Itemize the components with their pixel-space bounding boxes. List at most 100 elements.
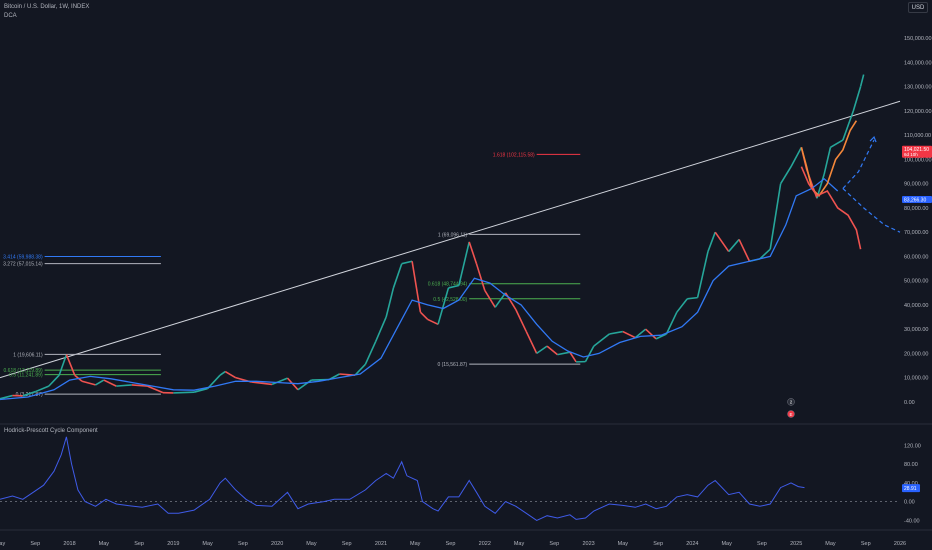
fib-level-label: 3.272 (57,015.14) (3, 262, 43, 268)
price-segment (728, 238, 740, 253)
x-tick-label: Sep (134, 541, 144, 547)
cycle-value-label: 28.91 (904, 486, 917, 492)
projection-up-line (800, 120, 858, 198)
fib-level-label: 0 (15,561.87) (437, 362, 467, 368)
x-tick-label: 2024 (686, 541, 698, 547)
x-tick-label: Sep (446, 541, 456, 547)
price-segment (714, 231, 730, 253)
price-segment (437, 287, 450, 325)
price-segment (852, 86, 862, 112)
price-segment (364, 340, 377, 365)
price-segment (48, 374, 60, 387)
price-segment (375, 316, 387, 342)
x-tick-label: 2019 (167, 541, 179, 547)
price-segment (622, 330, 636, 339)
price-segment (427, 318, 439, 326)
price-badge (902, 196, 932, 204)
price-segment (655, 333, 667, 340)
price-segment (790, 146, 803, 168)
price-segment (392, 263, 403, 289)
fib-level-label: 0.618 (48,744.94) (428, 282, 468, 288)
price-segment (759, 248, 771, 260)
currency-button[interactable]: USD (908, 2, 928, 13)
dashed-projection-up (842, 139, 875, 189)
price-segment (634, 328, 647, 339)
price-segment (696, 251, 709, 298)
x-tick-label: Sep (861, 541, 871, 547)
x-tick-label: 2022 (479, 541, 491, 547)
sub-y-tick-label: 0.00 (904, 500, 915, 506)
y-tick-label: 30,000.00 (904, 327, 928, 333)
y-tick-label: 90,000.00 (904, 182, 928, 188)
price-segment (830, 139, 844, 149)
price-segment (58, 354, 68, 376)
price-segment (354, 363, 366, 376)
projection-arrowhead (869, 135, 877, 143)
price-segment (707, 231, 716, 252)
chart-header: Bitcoin / U.S. Dollar, 1W, INDEX DCA (4, 3, 89, 21)
price-segment (401, 260, 413, 265)
y-tick-label: 70,000.00 (904, 230, 928, 236)
x-tick-label: 2023 (582, 541, 594, 547)
y-tick-label: 150,000.00 (904, 36, 932, 42)
event-marker-label: 2 (790, 400, 793, 405)
price-segment (676, 298, 688, 313)
price-segment (525, 331, 538, 354)
sub-y-tick-label: 80.00 (904, 462, 918, 468)
x-tick-label: 2025 (790, 541, 802, 547)
price-badge-sublabel: 6d 10h (904, 152, 918, 157)
price-segment (95, 379, 105, 386)
subchart-title: Hodrick-Prescott Cycle Component (4, 428, 98, 434)
x-tick-label: May (825, 541, 836, 547)
price-segment (116, 384, 132, 387)
price-segment (842, 110, 855, 141)
price-segment (173, 391, 195, 394)
price-segment (411, 261, 422, 313)
fib-level-label: 0.618 (13,119.89) (4, 368, 43, 374)
price-segment (494, 292, 507, 308)
y-tick-label: 60,000.00 (904, 254, 928, 260)
price-segment (536, 345, 548, 355)
price-segment (515, 309, 528, 332)
sub-y-tick-label: -40.00 (904, 518, 920, 524)
x-tick-label: May (721, 541, 732, 547)
y-tick-label: 100,000.00 (904, 157, 932, 163)
x-tick-label: May (0, 541, 5, 547)
price-segment (65, 354, 76, 376)
indicator-label[interactable]: DCA (4, 13, 17, 19)
price-segment (193, 387, 208, 393)
price-segment (251, 381, 273, 386)
price-segment (738, 239, 751, 262)
price-segment (207, 374, 221, 390)
sub-y-tick-label: 40.00 (904, 481, 918, 487)
price-segment (484, 289, 496, 308)
event-marker-label: E (789, 412, 792, 417)
price-segment (569, 351, 577, 363)
price-segment (22, 390, 36, 397)
x-tick-label: May (514, 541, 525, 547)
price-segment (687, 296, 698, 300)
x-tick-label: Sep (238, 541, 248, 547)
price-segment (468, 241, 478, 264)
x-tick-label: Sep (342, 541, 352, 547)
price-segment (224, 370, 237, 379)
price-segment (448, 284, 460, 289)
symbol-title[interactable]: Bitcoin / U.S. Dollar, 1W, INDEX (4, 4, 90, 10)
price-segment (219, 370, 226, 376)
fib-level-label: 0 (3,217.87) (16, 392, 43, 398)
x-tick-label: Sep (30, 541, 40, 547)
price-segment (665, 311, 678, 335)
price-segment (823, 147, 832, 175)
price-segment (475, 263, 486, 291)
dashed-projection-down (842, 188, 901, 233)
y-tick-label: 140,000.00 (904, 60, 932, 66)
price-segment (34, 385, 50, 393)
price-segment (81, 380, 96, 386)
price-segment (271, 377, 288, 386)
event-marker (787, 398, 795, 406)
price-segment (0, 394, 13, 400)
price-segment (385, 287, 395, 318)
y-tick-label: 50,000.00 (904, 279, 928, 285)
y-tick-label: 0.00 (904, 400, 915, 406)
